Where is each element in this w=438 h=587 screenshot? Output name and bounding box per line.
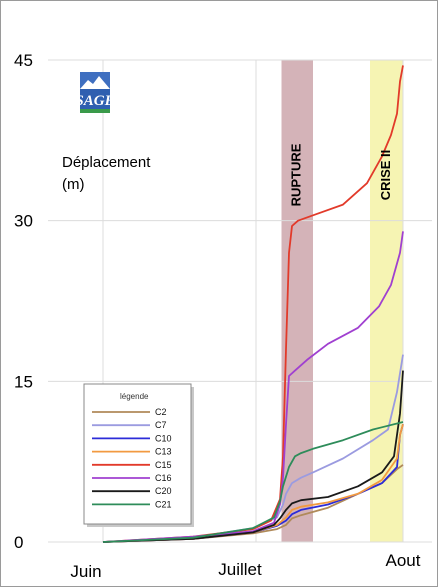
series-line-c21: [102, 421, 404, 543]
y-tick-0: 0: [14, 533, 23, 552]
legend: légende C2 C7 C10 C13 C15 C16 C20 C21: [83, 383, 194, 527]
legend-items: C2 C7 C10 C13 C15 C16 C20 C21: [92, 407, 172, 509]
band-label-1: CRISE II: [378, 150, 393, 201]
legend-label-c15: C15: [155, 460, 172, 470]
series-layer: [102, 65, 404, 543]
series-line-c20: [102, 370, 404, 543]
legend-label-c20: C20: [155, 486, 172, 496]
band-0: [281, 60, 313, 542]
y-tick-2: 30: [14, 212, 33, 231]
x-tick-2: Aout: [386, 551, 421, 570]
legend-label-c21: C21: [155, 499, 172, 509]
band-labels: RUPTURE CRISE II: [289, 143, 393, 206]
legend-box: [83, 383, 192, 525]
legend-label-c13: C13: [155, 447, 172, 457]
logo-text: SAGE: [75, 93, 114, 109]
legend-title: légende: [120, 392, 149, 401]
series-line-c15: [102, 65, 404, 543]
band-label-0: RUPTURE: [289, 143, 304, 206]
x-tick-labels: Juin Juillet Aout: [70, 551, 420, 581]
band-1: [370, 60, 403, 542]
x-tick-1: Juillet: [218, 560, 262, 579]
series-line-c16: [102, 231, 404, 543]
legend-label-c7: C7: [155, 420, 167, 430]
x-tick-0: Juin: [70, 562, 101, 581]
legend-label-c10: C10: [155, 433, 172, 443]
logo-mountain: [80, 76, 110, 89]
legend-label-c2: C2: [155, 407, 167, 417]
logo-band: [80, 89, 110, 109]
y-axis-label-line2: (m): [62, 176, 85, 193]
y-tick-1: 15: [14, 372, 33, 391]
y-tick-3: 45: [14, 51, 33, 70]
grid-layer: [48, 59, 432, 543]
logo-strip: [80, 109, 110, 113]
y-axis-label-line1: Déplacement: [62, 154, 151, 171]
legend-label-c16: C16: [155, 473, 172, 483]
sage-logo: SAGE: [75, 72, 115, 113]
y-tick-labels: 0 15 30 45: [14, 51, 33, 552]
